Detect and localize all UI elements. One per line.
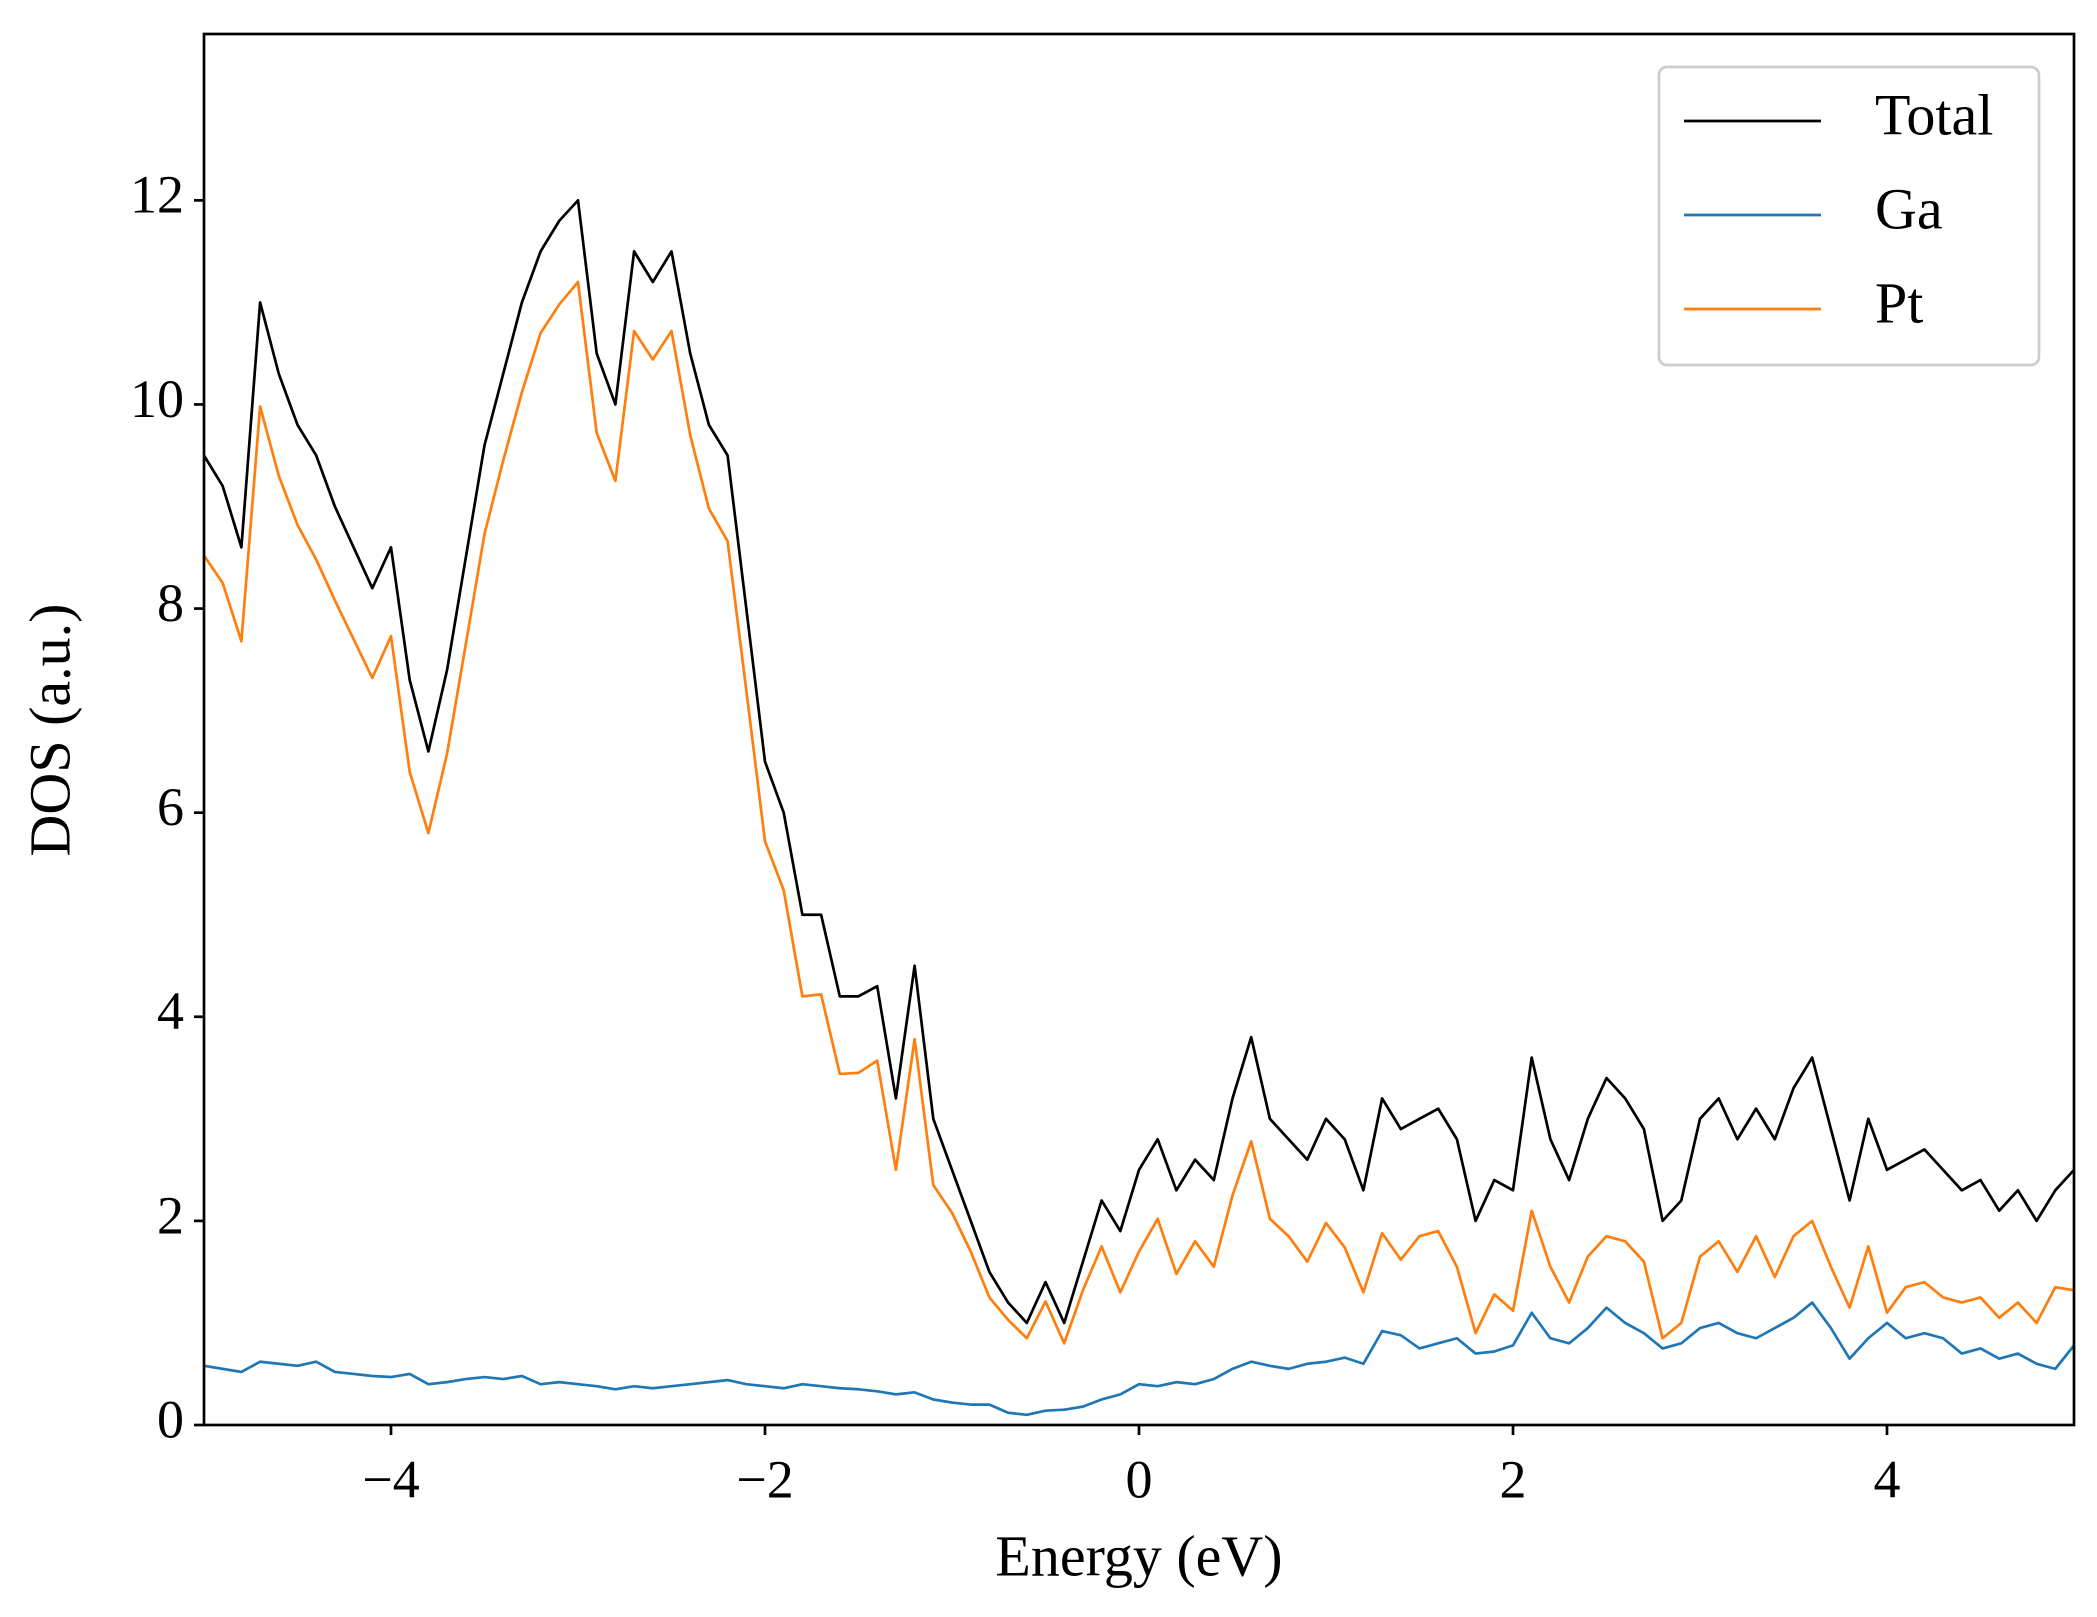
series-line — [204, 280, 2074, 1345]
y-tick-label: 10 — [130, 369, 184, 429]
y-tick-label: 2 — [157, 1185, 184, 1245]
series-line — [204, 199, 2074, 1325]
y-tick-label: 0 — [157, 1389, 184, 1449]
legend-label: Pt — [1875, 270, 1923, 335]
x-tick-label: −2 — [736, 1449, 793, 1509]
x-axis-label: Energy (eV) — [995, 1523, 1282, 1588]
legend-label: Total — [1875, 82, 1993, 147]
x-tick-label: 4 — [1874, 1449, 1901, 1509]
y-tick-label: 4 — [157, 981, 184, 1041]
legend-box — [1657, 65, 2041, 367]
legend: Total Ga Pt — [1657, 65, 2041, 367]
x-tick-label: 2 — [1500, 1449, 1527, 1509]
x-tick-label: −4 — [362, 1449, 419, 1509]
y-tick-label: 12 — [130, 165, 184, 225]
plot-lines — [204, 199, 2074, 1417]
y-tick-label: 8 — [157, 573, 184, 633]
y-tick-label: 6 — [157, 777, 184, 837]
series-line — [204, 1301, 2074, 1417]
y-axis-label: DOS (a.u.) — [17, 604, 82, 857]
x-tick-label: 0 — [1126, 1449, 1153, 1509]
legend-label: Ga — [1875, 176, 1943, 241]
